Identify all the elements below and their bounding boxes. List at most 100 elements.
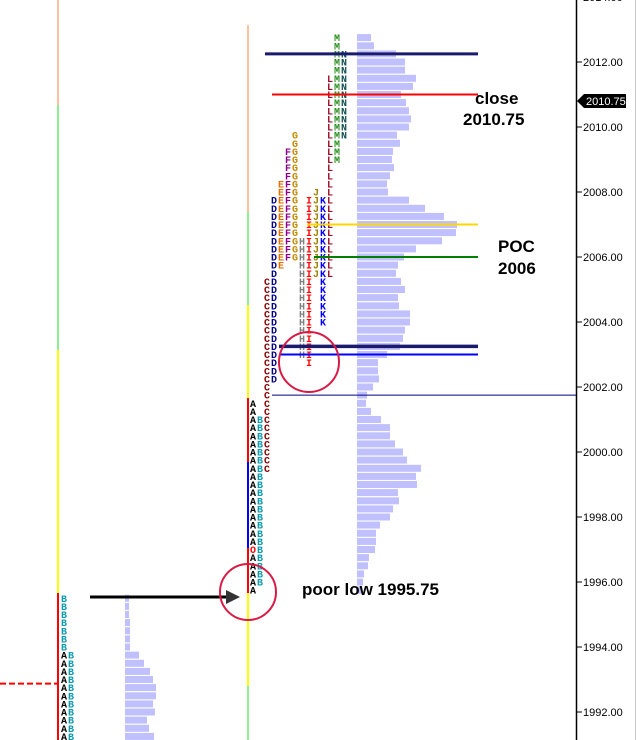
tpo-letter: I (306, 351, 312, 362)
tpo-letter: L (327, 172, 333, 183)
tpo-letter: N (341, 59, 347, 70)
tpo-letter: N (341, 132, 347, 143)
tpo-letter: D (271, 343, 277, 354)
tpo-letter: L (327, 164, 333, 175)
axis-tick-label: 2010.00 (583, 122, 623, 134)
tpo-letter: E (278, 205, 284, 216)
histogram-bar (357, 147, 393, 155)
tpo-letter: H (299, 302, 305, 313)
tpo-letter: D (271, 319, 277, 330)
histogram-bar (357, 82, 413, 90)
tpo-letter: K (320, 221, 326, 232)
tpo-letter: D (271, 302, 277, 313)
tpo-letter: C (264, 310, 270, 321)
tpo-letter: D (271, 270, 277, 281)
tpo-letter: I (306, 197, 312, 208)
tpo-letter: M (334, 67, 340, 78)
histogram-bar (357, 115, 411, 123)
tpo-letter: A (250, 481, 256, 492)
histogram-bar (357, 74, 416, 82)
axis-tick-label: 2006.00 (583, 252, 623, 264)
tpo-letter: J (313, 254, 319, 265)
tpo-letter: C (264, 400, 270, 411)
tpo-letter: K (320, 254, 326, 265)
tpo-letter: L (327, 148, 333, 159)
histogram-bar (357, 286, 405, 293)
tpo-letter: M (334, 75, 340, 86)
tpo-letter: K (320, 197, 326, 208)
tpo-letter: B (68, 733, 74, 740)
tpo-letter: A (250, 424, 256, 435)
tpo-letter: K (320, 319, 326, 330)
session-bar-segment (247, 686, 249, 740)
histogram-bar (357, 318, 410, 326)
histogram-bar (357, 156, 392, 163)
tpo-letter: H (299, 351, 305, 362)
tpo-letter: H (299, 310, 305, 321)
tpo-letter: A (250, 473, 256, 484)
tpo-letter: E (278, 197, 284, 208)
tpo-letter: A (61, 660, 67, 671)
tpo-letter: M (334, 156, 340, 167)
tpo-letter: L (327, 270, 333, 281)
tpo-letter: B (257, 449, 263, 460)
tpo-letter: C (264, 319, 270, 330)
histogram-bar (357, 472, 416, 480)
tpo-letter: L (327, 75, 333, 86)
tpo-letter: M (334, 132, 340, 143)
histogram-bar (357, 529, 376, 537)
histogram-bar (357, 505, 393, 513)
tpo-letter: M (334, 34, 340, 45)
histogram-bar (357, 123, 409, 131)
tpo-letter: C (264, 457, 270, 468)
tpo-letter: A (250, 562, 256, 573)
histogram-bar (357, 180, 387, 188)
tpo-letter: F (285, 172, 291, 183)
tpo-letter: H (299, 319, 305, 330)
tpo-letter: H (299, 237, 305, 248)
tpo-letter: D (271, 221, 277, 232)
tpo-letter: M (334, 140, 340, 151)
tpo-letter: B (257, 440, 263, 451)
tpo-letter: I (306, 294, 312, 305)
tpo-letter: J (313, 189, 319, 200)
tpo-letter: F (285, 213, 291, 224)
tpo-letter: D (271, 254, 277, 265)
session-bar-segment (247, 25, 249, 212)
price-axis[interactable]: 2014.00 2012.00 2010.00 2008.00 2006.00 2004.… (575, 0, 636, 740)
session-bar-segment (57, 0, 59, 105)
tpo-letter: D (271, 205, 277, 216)
tpo-letter: A (250, 489, 256, 500)
tpo-letter: O (250, 546, 256, 557)
tpo-letter: D (271, 237, 277, 248)
tpo-letter: B (257, 505, 263, 516)
tpo-letter: B (257, 416, 263, 427)
poc-annotation-value: 2006 (498, 259, 536, 278)
price-levels (0, 52, 576, 685)
tpo-letter: I (306, 343, 312, 354)
tpo-letter: B (68, 684, 74, 695)
tpo-letter: M (334, 91, 340, 102)
tpo-letter: I (306, 205, 312, 216)
tpo-letter: H (299, 270, 305, 281)
tpo-letter: M (334, 83, 340, 94)
histogram-bar (357, 294, 398, 302)
tpo-letter: A (250, 449, 256, 460)
session-bar-segment (57, 350, 59, 593)
tpo-letter: C (264, 384, 270, 395)
histogram-bar (357, 107, 409, 115)
histogram-bar (125, 716, 147, 724)
single-prints-circle (278, 331, 340, 393)
tpo-letter: A (61, 725, 67, 736)
tpo-letter: L (327, 115, 333, 126)
tpo-letter: A (61, 676, 67, 687)
tpo-letter: E (278, 245, 284, 256)
tpo-letter: B (257, 579, 263, 590)
tpo-letter: I (306, 278, 312, 289)
tpo-letter: B (257, 514, 263, 525)
tpo-letter: J (313, 237, 319, 248)
histogram-bar (357, 464, 421, 472)
tpo-letter: F (285, 221, 291, 232)
tpo-letter: B (68, 652, 74, 663)
